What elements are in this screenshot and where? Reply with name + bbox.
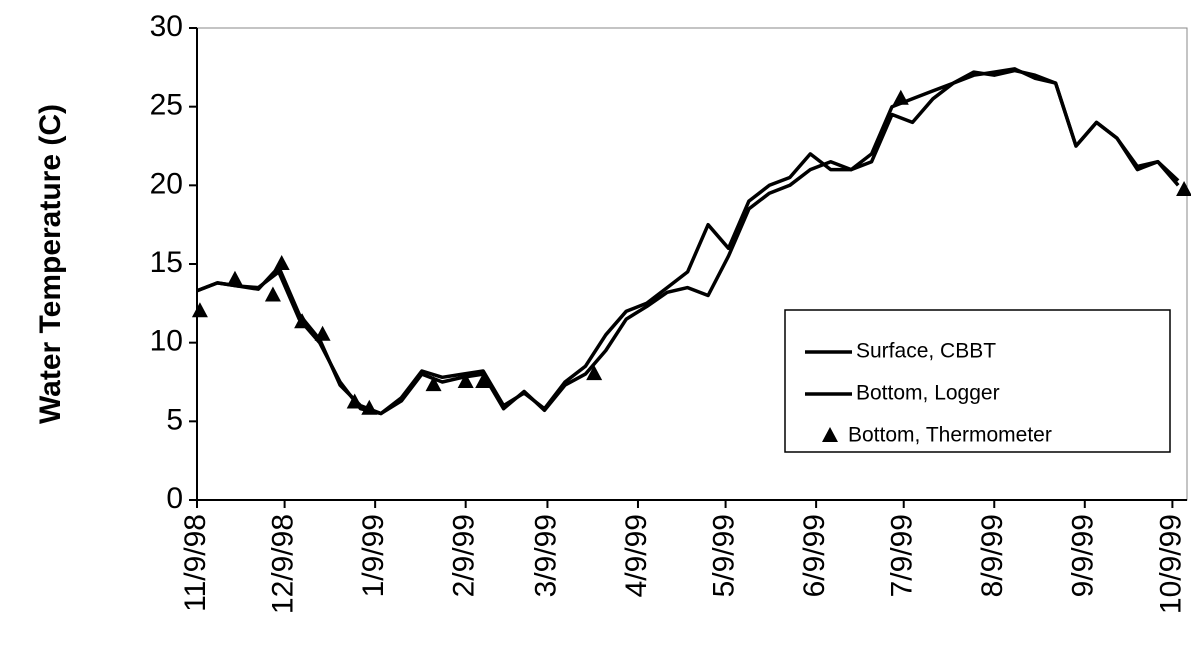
thermometer-marker (361, 399, 378, 415)
legend-label: Surface, CBBT (856, 340, 996, 363)
thermometer-marker (457, 373, 474, 388)
thermometer-marker (191, 302, 208, 318)
x-tick-label: 7/9/99 (886, 514, 919, 597)
thermometer-marker (346, 393, 363, 409)
x-tick-label: 8/9/99 (976, 514, 1009, 597)
legend-box (784, 309, 1171, 453)
thermometer-marker (1176, 181, 1191, 197)
x-tick-label: 4/9/99 (620, 514, 653, 597)
x-tick-label: 11/9/98 (179, 514, 212, 612)
y-tick-label: 5 (166, 403, 183, 436)
thermometer-marker (425, 376, 442, 392)
x-tick-label: 10/9/99 (1154, 514, 1187, 614)
legend-label: Bottom, Logger (856, 382, 1000, 405)
x-tick-label: 12/9/98 (267, 514, 300, 614)
y-tick-label: 15 (150, 246, 183, 279)
thermometer-marker (314, 325, 331, 341)
y-tick-label: 20 (150, 167, 183, 200)
x-tick-label: 9/9/99 (1067, 514, 1100, 597)
y-tick-label: 10 (150, 325, 183, 358)
thermometer-marker (586, 365, 603, 381)
x-tick-label: 1/9/99 (357, 514, 390, 597)
x-tick-label: 3/9/99 (529, 514, 562, 597)
x-tick-label: 2/9/99 (448, 514, 481, 597)
thermometer-marker (226, 270, 243, 286)
thermometer-marker (475, 373, 492, 388)
y-tick-label: 30 (150, 10, 183, 43)
thermometer-marker (264, 286, 281, 302)
legend-label: Bottom, Thermometer (848, 424, 1052, 447)
y-tick-label: 0 (166, 482, 183, 515)
thermometer-marker (294, 313, 311, 329)
legend-marker (822, 427, 838, 442)
x-tick-label: 5/9/99 (708, 514, 741, 597)
y-tick-label: 25 (150, 89, 183, 122)
thermometer-marker (892, 89, 909, 105)
thermometer-marker (273, 255, 290, 270)
x-tick-label: 6/9/99 (798, 514, 831, 597)
y-axis-label: Water Temperature (C) (34, 104, 67, 424)
